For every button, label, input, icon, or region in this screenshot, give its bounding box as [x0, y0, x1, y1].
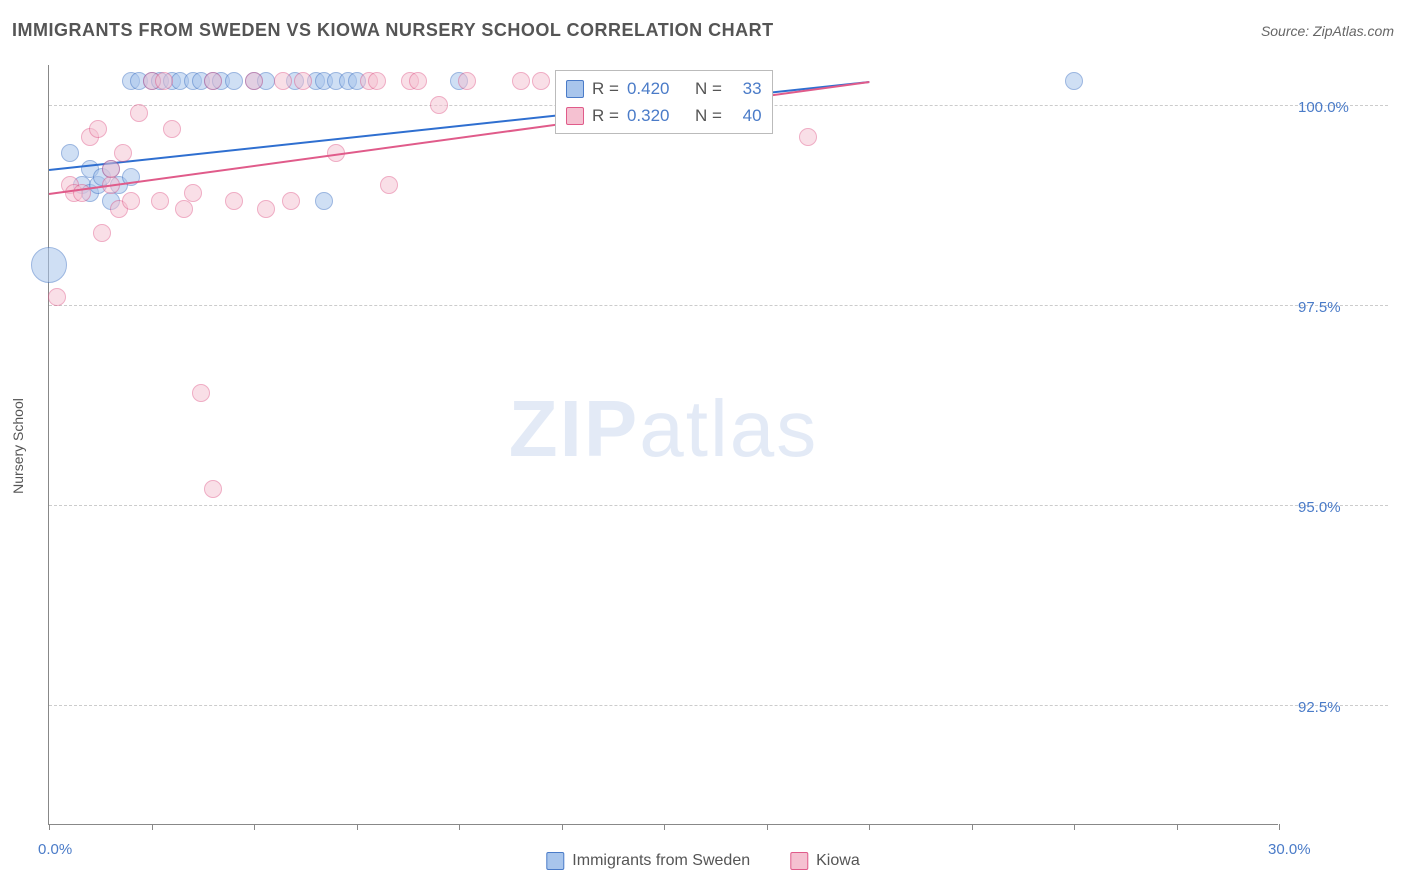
stat-n-value: 33: [743, 75, 762, 102]
x-tick: [869, 824, 870, 830]
bottom-legend-item: Kiowa: [790, 852, 860, 870]
legend-label: Immigrants from Sweden: [572, 852, 750, 870]
point-sweden: [31, 247, 67, 283]
watermark-light: atlas: [639, 384, 818, 473]
y-tick-label: 92.5%: [1298, 699, 1341, 716]
stat-r-value: 0.420: [627, 75, 670, 102]
x-tick: [1279, 824, 1280, 830]
point-kiowa: [409, 72, 427, 90]
y-tick-label: 100.0%: [1298, 99, 1349, 116]
point-kiowa: [257, 200, 275, 218]
chart-plot-area: ZIPatlas: [48, 65, 1278, 825]
point-kiowa: [102, 160, 120, 178]
stat-r-label: R =: [592, 102, 619, 129]
point-kiowa: [122, 192, 140, 210]
gridline-horizontal: [49, 705, 1388, 706]
point-kiowa: [89, 120, 107, 138]
point-sweden: [315, 192, 333, 210]
bottom-legend-item: Immigrants from Sweden: [546, 852, 750, 870]
legend-swatch: [566, 80, 584, 98]
x-tick-label: 0.0%: [38, 841, 72, 858]
x-tick: [562, 824, 563, 830]
stat-r-label: R =: [592, 75, 619, 102]
legend-swatch: [546, 852, 564, 870]
point-kiowa: [458, 72, 476, 90]
point-kiowa: [225, 192, 243, 210]
point-kiowa: [274, 72, 292, 90]
point-sweden: [61, 144, 79, 162]
gridline-horizontal: [49, 305, 1388, 306]
y-tick-label: 95.0%: [1298, 499, 1341, 516]
source-attribution: Source: ZipAtlas.com: [1261, 23, 1394, 39]
y-axis-label: Nursery School: [10, 398, 26, 494]
x-tick: [49, 824, 50, 830]
stat-r-value: 0.320: [627, 102, 670, 129]
point-kiowa: [155, 72, 173, 90]
title-bar: IMMIGRANTS FROM SWEDEN VS KIOWA NURSERY …: [12, 20, 1394, 41]
legend-swatch: [566, 107, 584, 125]
point-kiowa: [245, 72, 263, 90]
x-tick: [459, 824, 460, 830]
x-tick: [972, 824, 973, 830]
stats-legend: R = 0.420 N = 33 R = 0.320 N = 40: [555, 70, 773, 134]
y-tick-label: 97.5%: [1298, 299, 1341, 316]
stat-n-value: 40: [743, 102, 762, 129]
point-sweden: [1065, 72, 1083, 90]
legend-label: Kiowa: [816, 852, 860, 870]
watermark: ZIPatlas: [509, 383, 818, 475]
point-kiowa: [175, 200, 193, 218]
x-tick: [357, 824, 358, 830]
x-tick: [664, 824, 665, 830]
point-sweden: [225, 72, 243, 90]
point-kiowa: [204, 480, 222, 498]
x-tick: [1177, 824, 1178, 830]
point-kiowa: [532, 72, 550, 90]
watermark-bold: ZIP: [509, 384, 639, 473]
point-kiowa: [430, 96, 448, 114]
point-kiowa: [368, 72, 386, 90]
stats-legend-row: R = 0.320 N = 40: [566, 102, 762, 129]
point-kiowa: [512, 72, 530, 90]
stat-n-label: N =: [695, 75, 722, 102]
x-tick: [152, 824, 153, 830]
point-kiowa: [380, 176, 398, 194]
point-kiowa: [130, 104, 148, 122]
gridline-horizontal: [49, 505, 1388, 506]
point-kiowa: [163, 120, 181, 138]
point-kiowa: [184, 184, 202, 202]
point-kiowa: [192, 384, 210, 402]
bottom-legend: Immigrants from Sweden Kiowa: [546, 852, 859, 870]
x-tick: [1074, 824, 1075, 830]
legend-swatch: [790, 852, 808, 870]
x-tick: [767, 824, 768, 830]
point-kiowa: [114, 144, 132, 162]
stat-n-label: N =: [695, 102, 722, 129]
point-kiowa: [151, 192, 169, 210]
chart-title: IMMIGRANTS FROM SWEDEN VS KIOWA NURSERY …: [12, 20, 774, 41]
x-tick: [254, 824, 255, 830]
point-kiowa: [204, 72, 222, 90]
x-tick-label: 30.0%: [1268, 841, 1311, 858]
point-kiowa: [93, 224, 111, 242]
point-kiowa: [48, 288, 66, 306]
point-kiowa: [294, 72, 312, 90]
point-kiowa: [799, 128, 817, 146]
stats-legend-row: R = 0.420 N = 33: [566, 75, 762, 102]
point-kiowa: [282, 192, 300, 210]
